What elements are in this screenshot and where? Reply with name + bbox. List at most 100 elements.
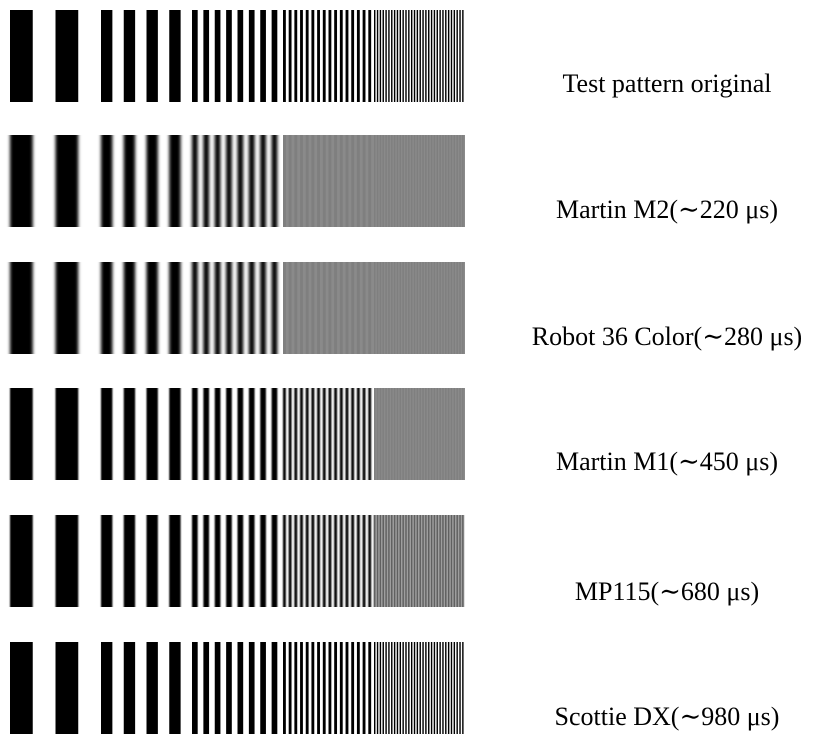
bar [249,388,255,480]
bar [340,515,343,607]
bar [383,10,384,102]
bar [300,388,303,480]
bar [260,262,266,354]
faint-bar [434,388,435,480]
pattern-segment [374,515,464,607]
faint-bar [445,135,446,227]
bar [329,642,332,734]
bar [147,262,158,354]
faint-bar [357,262,360,354]
pattern-segment [283,388,371,480]
faint-bar [462,262,463,354]
bar [408,10,409,102]
bar [451,515,452,607]
bar [368,10,371,102]
faint-bar [394,388,395,480]
bar [56,10,79,102]
bar [459,10,460,102]
bar [329,515,332,607]
faint-bar [351,262,354,354]
faint-bar [391,388,392,480]
bar [377,642,378,734]
faint-bar [294,135,297,227]
faint-bar [402,388,403,480]
faint-bar [383,262,384,354]
bar [238,515,244,607]
pattern-segment [283,262,374,354]
bar [425,515,426,607]
bar [311,642,314,734]
faint-bar [425,135,426,227]
faint-bar [385,135,386,227]
faint-bar [385,262,386,354]
bar [226,515,232,607]
bar [428,10,429,102]
faint-bar [428,388,429,480]
bar [385,10,386,102]
test-pattern [10,515,464,607]
bar [215,135,221,227]
test-pattern [10,642,464,734]
faint-bar [300,262,303,354]
faint-bar [459,262,460,354]
bar [428,642,429,734]
faint-bar [368,135,371,227]
bar [462,642,463,734]
bar [391,10,392,102]
bar [420,642,421,734]
faint-bar [306,135,309,227]
bar [363,515,366,607]
bar [329,10,332,102]
faint-bar [431,135,432,227]
bar [448,642,449,734]
bar [249,515,255,607]
pattern-segment [10,515,78,607]
bar [56,262,79,354]
faint-bar [425,262,426,354]
bar [351,10,354,102]
faint-bar [439,388,440,480]
bar [357,388,360,480]
faint-bar [425,388,426,480]
faint-bar [405,262,406,354]
bar [363,642,366,734]
faint-bar [442,388,443,480]
faint-bar [380,262,381,354]
faint-bar [451,135,452,227]
faint-bar [329,135,332,227]
bar [363,10,366,102]
bar [306,10,309,102]
bar [434,515,435,607]
faint-bar [394,135,395,227]
bar [459,642,460,734]
pattern-segment [283,515,371,607]
bar [340,642,343,734]
row-label: Test pattern original [562,69,771,98]
bar [272,388,278,480]
faint-bar [363,135,366,227]
bar [56,135,79,227]
faint-bar [289,262,292,354]
bar [124,262,135,354]
faint-bar [408,388,409,480]
pattern-segment [10,262,78,354]
bar [374,515,375,607]
bar [405,10,406,102]
bar [346,642,349,734]
bar [385,515,386,607]
bar [351,388,354,480]
faint-bar [417,262,418,354]
bar [10,262,33,354]
faint-bar [454,262,455,354]
bar [414,642,415,734]
faint-bar [317,135,320,227]
faint-bar [402,135,403,227]
pattern-segment [101,515,181,607]
bar [374,10,375,102]
bar [434,642,435,734]
bar [380,10,381,102]
faint-bar [397,135,398,227]
faint-bar [329,262,332,354]
bar [340,10,343,102]
bar [124,388,135,480]
